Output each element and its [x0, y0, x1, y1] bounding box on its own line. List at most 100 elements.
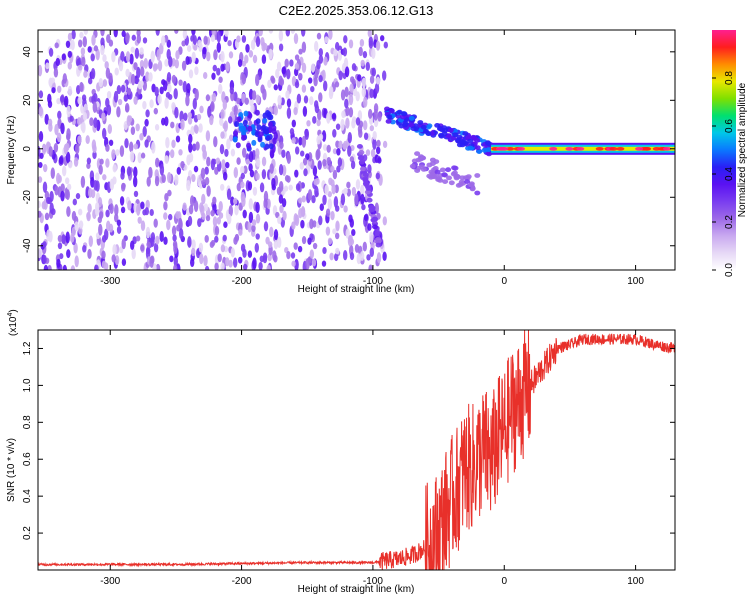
noise-cell: [129, 53, 134, 65]
noise-cell: [325, 208, 331, 217]
noise-cell: [247, 250, 253, 258]
noise-cell: [102, 234, 107, 243]
noise-cell: [289, 127, 295, 136]
noise-cell: [344, 86, 349, 98]
chirp-cell: [369, 207, 376, 212]
chirp-cell: [375, 242, 382, 248]
noise-cell: [194, 88, 199, 101]
noise-cell: [116, 85, 122, 95]
x-tick-label: -100: [363, 576, 383, 587]
noise-cell: [261, 156, 267, 167]
noise-cell: [80, 47, 86, 56]
noise-cell: [333, 49, 338, 57]
chirp-cell: [362, 172, 369, 178]
noise-cell: [262, 88, 267, 101]
noise-cell: [335, 41, 340, 51]
descending-signal-cell: [425, 131, 432, 136]
noise-cell: [153, 107, 158, 115]
noise-cell: [341, 110, 346, 119]
noise-cell: [216, 30, 221, 43]
noise-cell: [104, 61, 109, 69]
noise-cell: [42, 181, 48, 193]
noise-cell: [221, 159, 226, 171]
noise-cell: [327, 191, 332, 198]
noise-cell: [58, 156, 64, 165]
noise-cell: [295, 146, 300, 155]
noise-cell: [369, 231, 374, 243]
noise-cell: [93, 45, 99, 52]
transient-cell: [256, 124, 262, 131]
noise-cell: [218, 83, 223, 94]
noise-cell: [285, 90, 290, 99]
noise-cell: [273, 239, 279, 250]
noise-cell: [233, 104, 238, 117]
noise-cell: [216, 217, 221, 225]
noise-cell: [367, 30, 372, 38]
noise-cell: [204, 235, 209, 243]
noise-cell: [144, 118, 149, 127]
noise-cell: [109, 178, 115, 191]
noise-cell: [87, 46, 92, 53]
noise-cell: [38, 200, 41, 209]
noise-cell: [78, 64, 83, 71]
noise-cell: [204, 166, 209, 175]
noise-cell: [216, 67, 221, 76]
noise-cell: [213, 49, 218, 61]
colorbar-label: Normalized spectral amplitude: [737, 82, 748, 217]
noise-cell: [114, 204, 119, 217]
y-tick-label: 0.6: [22, 452, 33, 466]
noise-cell: [185, 55, 190, 66]
sideband-cell: [453, 174, 460, 180]
sideband-cell: [437, 178, 444, 183]
noise-cell: [135, 235, 141, 242]
noise-cell: [307, 237, 312, 245]
noise-cell: [324, 184, 329, 196]
noise-cell: [225, 257, 230, 267]
noise-cell: [72, 198, 78, 206]
noise-cell: [302, 157, 308, 166]
snr-panel: -300 -200 -100 0 100 0.2 0.4 0.6 0.8 1.0 1.2 Heig…: [6, 309, 676, 595]
noise-cell: [167, 83, 172, 93]
noise-cell: [377, 112, 382, 122]
noise-cell: [255, 94, 260, 104]
noise-cell: [250, 39, 256, 51]
steady-tone-peak: [565, 147, 574, 151]
noise-cell: [140, 152, 146, 159]
noise-cell: [133, 166, 138, 178]
noise-cell: [360, 193, 365, 205]
noise-cell: [363, 132, 369, 140]
noise-cell: [230, 148, 236, 157]
descending-signal-cell: [456, 134, 463, 140]
noise-cell: [241, 195, 246, 208]
snr-y-scale-base: (x10: [8, 316, 19, 336]
sideband-cell: [446, 175, 452, 181]
transient-cell: [271, 125, 277, 131]
noise-cell: [186, 179, 191, 192]
noise-cell: [321, 260, 327, 267]
noise-cell: [369, 247, 374, 258]
noise-cell: [349, 218, 354, 228]
noise-cell: [210, 209, 215, 217]
noise-cell: [117, 98, 123, 106]
noise-cell: [293, 213, 298, 225]
noise-cell: [244, 54, 249, 64]
noise-cell: [130, 46, 135, 53]
noise-cell: [109, 203, 114, 215]
noise-cell: [255, 74, 260, 86]
noise-cell: [220, 63, 225, 72]
noise-cell: [66, 105, 71, 118]
sideband-cell: [464, 179, 471, 185]
noise-cell: [293, 242, 298, 250]
noise-cell: [131, 34, 136, 41]
noise-cell: [111, 51, 116, 63]
transient-cell: [238, 122, 244, 129]
noise-cell: [192, 98, 197, 110]
descending-signal-cell: [465, 134, 472, 140]
noise-cell: [248, 150, 254, 163]
transient-cell: [264, 143, 270, 150]
noise-cell: [136, 204, 141, 216]
noise-cell: [91, 139, 97, 151]
noise-cell: [166, 39, 171, 48]
noise-cell: [336, 148, 341, 156]
